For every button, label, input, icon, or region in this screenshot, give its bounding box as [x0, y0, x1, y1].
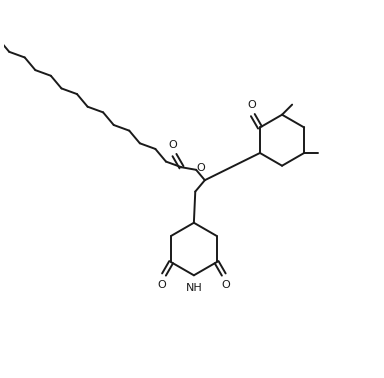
Text: O: O [247, 100, 256, 110]
Text: O: O [169, 140, 177, 150]
Text: O: O [197, 163, 205, 174]
Text: O: O [222, 280, 230, 290]
Text: O: O [157, 280, 166, 290]
Text: NH: NH [185, 283, 202, 293]
